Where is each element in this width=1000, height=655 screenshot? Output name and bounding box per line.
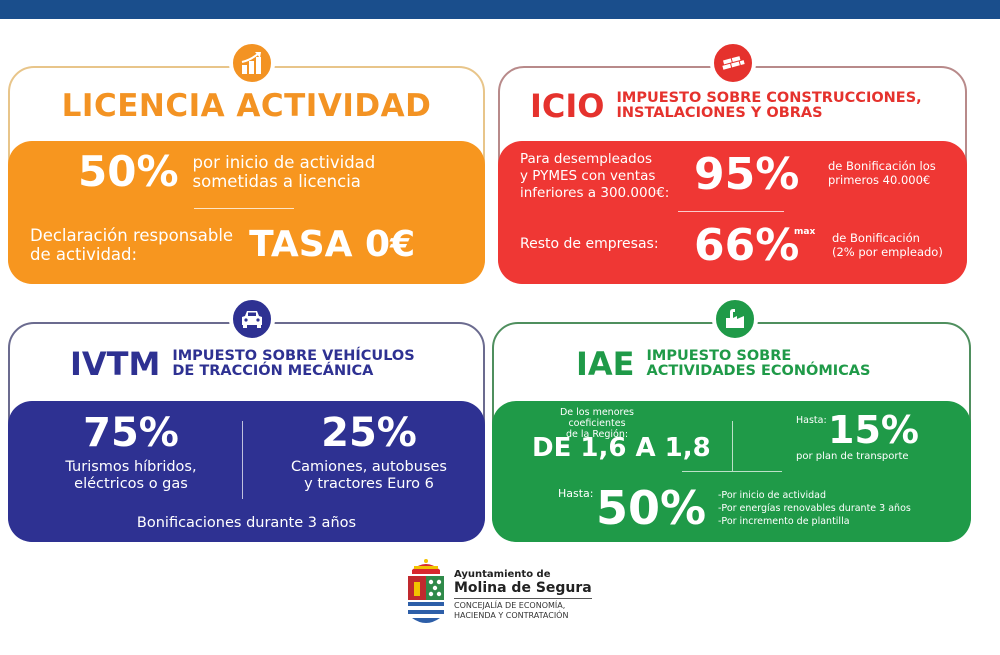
licencia-decl-1: Declaración responsable (30, 226, 234, 245)
divider (194, 208, 294, 209)
icio-subtitle-1: IMPUESTO SOBRE CONSTRUCCIONES, (616, 90, 922, 106)
icio-acronym: ICIO (530, 87, 605, 125)
icio-subtitle: IMPUESTO SOBRE CONSTRUCCIONES, INSTALACI… (617, 91, 922, 121)
iae-coef-label-2: de la Región: (565, 429, 629, 440)
licencia-tasa: TASA 0€ (249, 224, 416, 265)
ivtm-col2-pct: 25% (321, 410, 417, 456)
divider (682, 471, 782, 472)
ivtm-panel: 75% Turismos híbridos, eléctricos o gas … (8, 401, 485, 542)
icio-panel: Para desempleados y PYMES con ventas inf… (498, 141, 967, 284)
ivtm-col-turismos: 75% Turismos híbridos, eléctricos o gas (26, 413, 236, 493)
icio-row2-desc: de Bonificación (2% por empleado) (832, 231, 943, 259)
coat-of-arms-icon (408, 559, 444, 625)
iae-coef-value: DE 1,6 A 1,8 (532, 433, 711, 463)
list-item: -Por inicio de actividad (718, 490, 826, 501)
icio-row1-pct: 95% (694, 149, 800, 200)
iae-subtitle-2: ACTIVIDADES ECONÓMICAS (646, 363, 871, 379)
licencia-title: LICENCIA ACTIVIDAD (61, 88, 432, 124)
logo-line-2: Molina de Segura (454, 580, 592, 599)
ivtm-col-camiones: 25% Camiones, autobuses y tractores Euro… (264, 413, 474, 493)
top-bar (0, 0, 1000, 19)
ivtm-col1-desc-2: eléctricos o gas (74, 476, 188, 492)
ivtm-footer: Bonificaciones durante 3 años (136, 515, 357, 531)
iae-pct-15: 15% (828, 408, 919, 452)
ivtm-col1-pct: 75% (83, 410, 179, 456)
ivtm-col2-desc-1: Camiones, autobuses (291, 459, 447, 475)
list-item: -Por incremento de plantilla (718, 516, 850, 527)
iae-card: IAE IMPUESTO SOBRE ACTIVIDADES ECONÓMICA… (492, 296, 971, 542)
icio-row1-desc: de Bonificación los primeros 40.000€ (828, 159, 936, 187)
ayuntamiento-logo: Ayuntamiento de Molina de Segura CONCEJA… (404, 556, 592, 634)
icio-row1-label-2: y PYMES con ventas (520, 168, 656, 184)
iae-pct-15-desc: por plan de transporte (796, 451, 909, 462)
icio-row2-pct: 66% (694, 220, 800, 271)
ivtm-col2-desc-2: y tractores Euro 6 (304, 476, 434, 492)
iae-hasta-small: Hasta: (796, 415, 827, 426)
licencia-declaracion: Declaración responsable de actividad: (30, 226, 233, 264)
iae-reasons-list: -Por inicio de actividad -Por energías r… (718, 489, 911, 528)
iae-subtitle: IMPUESTO SOBRE ACTIVIDADES ECONÓMICAS (647, 349, 871, 379)
logo-line-3: CONCEJALÍA DE ECONOMÍA, (454, 601, 566, 610)
icio-card: ICIO IMPUESTO SOBRE CONSTRUCCIONES, INST… (498, 40, 967, 284)
ivtm-subtitle-2: DE TRACCIÓN MECÁNICA (172, 363, 374, 379)
icio-row1-label-1: Para desempleados (520, 151, 653, 167)
licencia-pct-desc-2: sometidas a licencia (192, 172, 361, 191)
licencia-panel: 50% por inicio de actividad sometidas a … (8, 141, 485, 284)
licencia-decl-2: de actividad: (30, 245, 138, 264)
iae-coef-label: De los menores coeficientes de la Región… (532, 407, 662, 440)
ivtm-subtitle: IMPUESTO SOBRE VEHÍCULOS DE TRACCIÓN MEC… (172, 349, 414, 379)
licencia-pct-desc: por inicio de actividad sometidas a lice… (193, 153, 376, 191)
iae-subtitle-1: IMPUESTO SOBRE (646, 348, 792, 364)
icio-row1-desc-1: de Bonificación los (828, 159, 936, 173)
iae-coef-label-1: De los menores coeficientes (559, 407, 635, 429)
car-icon (229, 296, 275, 342)
icio-subtitle-2: INSTALACIONES Y OBRAS (616, 105, 823, 121)
iae-panel: De los menores coeficientes de la Región… (492, 401, 971, 542)
growth-chart-icon (229, 40, 275, 86)
icio-row2-label: Resto de empresas: (520, 236, 659, 252)
iae-hasta-big: Hasta: (558, 487, 594, 500)
ivtm-col2-desc: Camiones, autobuses y tractores Euro 6 (264, 459, 474, 493)
ivtm-subtitle-1: IMPUESTO SOBRE VEHÍCULOS (172, 348, 415, 364)
divider (242, 421, 243, 499)
logo-line-4: HACIENDA Y CONTRATACIÓN (454, 611, 569, 620)
licencia-actividad-card: LICENCIA ACTIVIDAD 50% por inicio de act… (8, 40, 485, 284)
icio-row1-desc-2: primeros 40.000€ (828, 173, 931, 187)
list-item: -Por energías renovables durante 3 años (718, 503, 911, 514)
icio-row1-label: Para desempleados y PYMES con ventas inf… (520, 151, 669, 202)
divider (678, 211, 784, 212)
iae-acronym: IAE (576, 345, 635, 383)
icio-row1-label-3: inferiores a 300.000€: (520, 185, 670, 201)
licencia-pct-desc-1: por inicio de actividad (192, 153, 376, 172)
ivtm-acronym: IVTM (70, 345, 161, 383)
icio-row2-sup: max (794, 227, 816, 237)
ivtm-col1-desc: Turismos híbridos, eléctricos o gas (26, 459, 236, 493)
icio-row2-desc-1: de Bonificación (832, 231, 920, 245)
factory-icon (712, 296, 758, 342)
bricks-icon (710, 40, 756, 86)
divider (732, 421, 733, 471)
icio-row2-desc-2: (2% por empleado) (832, 245, 943, 259)
ivtm-col1-desc-1: Turismos híbridos, (65, 459, 197, 475)
ivtm-card: IVTM IMPUESTO SOBRE VEHÍCULOS DE TRACCIÓ… (8, 296, 485, 542)
logo-line-1: Ayuntamiento de (454, 569, 551, 580)
iae-pct-50: 50% (596, 481, 707, 535)
licencia-pct: 50% (78, 147, 179, 196)
